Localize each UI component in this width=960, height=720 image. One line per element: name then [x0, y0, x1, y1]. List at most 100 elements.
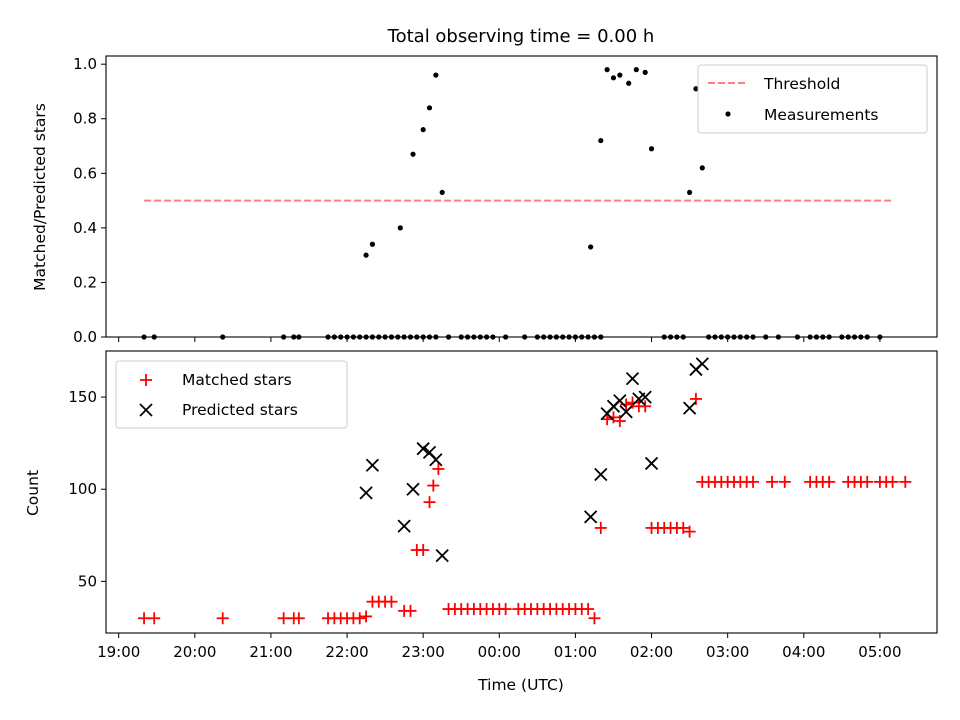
- x-tick-label: 02:00: [630, 643, 673, 661]
- x-tick-label: 22:00: [325, 643, 368, 661]
- measurement-point: [626, 80, 632, 86]
- bottom-x-ticks: 19:00 20:00 21:00 22:00 23:00 00:00 01:00 02:00…: [97, 633, 902, 661]
- y-tick-label: 50: [78, 572, 97, 590]
- y-tick-label: 0.2: [73, 273, 97, 291]
- predicted-star-point: [644, 456, 659, 471]
- matched-star-point: [582, 603, 595, 616]
- matched-star-point: [385, 595, 398, 608]
- predicted-star-point: [695, 357, 709, 371]
- x-tick-label: 01:00: [554, 643, 597, 661]
- predicted-star-point: [584, 510, 598, 524]
- legend-predicted-label: Predicted stars: [182, 401, 298, 419]
- matched-star-point: [766, 475, 779, 488]
- measurement-point: [610, 75, 617, 81]
- measurement-point: [604, 67, 610, 73]
- top-plot-frame: [105, 55, 938, 338]
- y-tick-label: 1.0: [73, 55, 97, 73]
- measurement-point: [598, 137, 604, 144]
- bottom-plot-marks: [138, 357, 912, 625]
- measurement-point: [693, 86, 699, 92]
- matched-star-point: [886, 475, 899, 488]
- measurement-point: [699, 165, 705, 171]
- x-tick-label: 21:00: [249, 643, 292, 661]
- x-tick-label: 00:00: [478, 643, 521, 661]
- measurement-point: [588, 244, 594, 250]
- measurement-point: [426, 105, 433, 111]
- legend-matched-label: Matched stars: [182, 371, 292, 389]
- bottom-plot-frame: [105, 350, 938, 634]
- top-y-ticks: 0.0 0.2 0.4 0.6 0.8 1.0: [73, 55, 106, 346]
- predicted-star-point: [435, 548, 449, 563]
- top-x-ticks: [118, 337, 881, 342]
- matched-star-point: [292, 612, 305, 625]
- bottom-legend: Matched stars Predicted stars: [115, 360, 348, 429]
- legend-measurements-dot: [725, 111, 731, 117]
- y-tick-label: 150: [68, 388, 97, 406]
- y-tick-label: 0.8: [73, 110, 97, 128]
- x-tick-label: 23:00: [402, 643, 445, 661]
- predicted-star-point: [429, 453, 443, 467]
- x-tick-label: 19:00: [97, 643, 140, 661]
- x-tick-label: 03:00: [706, 643, 749, 661]
- measurement-point: [363, 252, 369, 258]
- x-tick-label: 05:00: [858, 643, 901, 661]
- matched-star-point: [417, 544, 430, 557]
- measurement-point: [687, 189, 693, 196]
- y-tick-label: 0.0: [73, 328, 97, 346]
- matched-star-point: [899, 475, 912, 488]
- matched-star-point: [677, 521, 690, 534]
- matched-star-point: [747, 475, 760, 488]
- matched-star-point: [778, 475, 791, 488]
- top-legend: Threshold Measurements: [697, 64, 928, 134]
- measurement-point: [397, 225, 403, 231]
- legend-threshold-label: Threshold: [763, 75, 840, 93]
- x-tick-label: 20:00: [173, 643, 216, 661]
- matched-star-point: [404, 604, 417, 617]
- predicted-star-point: [625, 372, 640, 386]
- legend-matched-marker: [140, 374, 152, 386]
- matched-star-point: [216, 612, 229, 625]
- bottom-panel: Count Time (UTC) 19:00 20:00 21:00 22:00 23:…: [24, 350, 938, 694]
- measurement-point: [410, 151, 416, 157]
- predicted-star-point: [397, 519, 411, 533]
- matched-star-point: [594, 521, 607, 534]
- y-tick-label: 100: [68, 480, 97, 498]
- y-tick-label: 0.6: [73, 164, 97, 182]
- top-legend-box: [697, 64, 928, 134]
- predicted-star-point: [682, 401, 697, 415]
- top-panel: Total observing time = 0.00 h Matched/Pr…: [31, 26, 938, 346]
- legend-predicted-marker: [139, 403, 153, 417]
- predicted-star-point: [406, 482, 420, 496]
- matched-star-point: [423, 496, 436, 509]
- measurement-point: [617, 72, 623, 78]
- matched-star-point: [360, 610, 373, 623]
- matched-star-point: [138, 612, 151, 625]
- matched-star-point: [277, 612, 290, 625]
- measurement-point: [642, 69, 648, 75]
- predicted-star-point: [365, 458, 380, 472]
- predicted-star-point: [613, 394, 627, 408]
- y-tick-label: 0.4: [73, 219, 97, 237]
- bottom-y-axis-label: Count: [24, 470, 42, 516]
- measurement-point: [439, 189, 445, 196]
- predicted-star-point: [594, 467, 608, 482]
- top-y-axis-label: Matched/Predicted stars: [31, 103, 49, 291]
- matched-star-point: [607, 411, 620, 424]
- matched-star-point: [620, 398, 633, 411]
- top-chart-title: Total observing time = 0.00 h: [387, 26, 655, 47]
- matched-star-point: [683, 525, 696, 538]
- matched-star-point: [601, 413, 614, 426]
- predicted-star-point: [416, 442, 430, 456]
- measurement-point: [369, 241, 376, 247]
- x-tick-label: 04:00: [782, 643, 825, 661]
- matched-star-point: [639, 400, 652, 413]
- matched-star-point: [148, 612, 161, 625]
- measurement-point: [433, 72, 439, 78]
- matched-star-point: [432, 462, 445, 475]
- bottom-x-axis-label: Time (UTC): [477, 676, 564, 694]
- bottom-y-ticks: 50 100 150: [68, 388, 106, 590]
- measurement-point: [420, 127, 426, 133]
- matched-star-point: [823, 475, 836, 488]
- legend-measurements-label: Measurements: [764, 106, 879, 124]
